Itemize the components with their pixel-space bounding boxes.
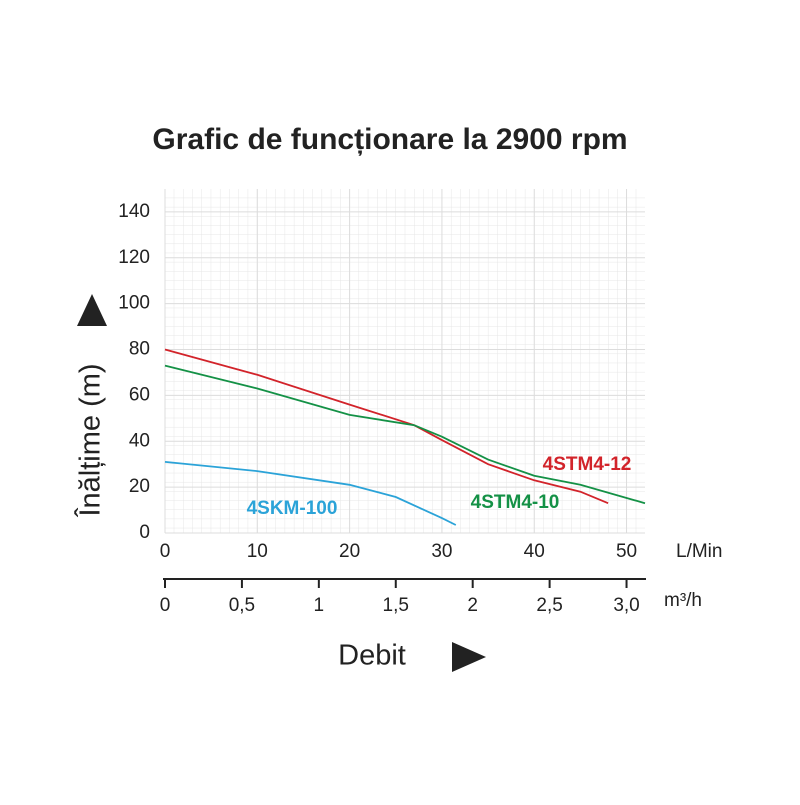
x2-tick-label: 0,5 <box>229 595 255 616</box>
y-tick-label: 0 <box>139 522 150 543</box>
x2-tick-label: 2,5 <box>536 595 562 616</box>
x-tick-label: 10 <box>247 541 268 562</box>
y-tick-label: 100 <box>118 293 150 314</box>
series-line <box>164 348 609 505</box>
y-tick-label: 20 <box>129 476 150 497</box>
x-tick-label: 50 <box>616 541 637 562</box>
chart-title: Grafic de funcționare la 2900 rpm <box>152 123 627 156</box>
x2-tick-label: 1,5 <box>383 595 409 616</box>
y-tick-label: 140 <box>118 201 150 222</box>
x2-tick-label: 2 <box>467 595 478 616</box>
x2-tick-label: 1 <box>314 595 325 616</box>
x-arrow <box>452 642 486 672</box>
x2-tick-label: 0 <box>160 595 171 616</box>
x2-unit: m³/h <box>664 590 702 611</box>
x-tick-label: 20 <box>339 541 360 562</box>
series-label: 4STM4-10 <box>471 492 560 513</box>
series-line <box>164 364 646 505</box>
y-tick-label: 120 <box>118 247 150 268</box>
x-unit: L/Min <box>676 541 722 562</box>
series-label: 4SKM-100 <box>247 498 338 519</box>
x2-tick-label: 3,0 <box>613 595 639 616</box>
y-axis-label: Înălțime (m) <box>74 363 107 517</box>
series-label: 4STM4-12 <box>543 454 632 475</box>
x-tick-label: 30 <box>431 541 452 562</box>
y-arrow <box>77 294 107 326</box>
x-tick-label: 0 <box>160 541 171 562</box>
y-tick-label: 60 <box>129 384 150 405</box>
minor-grid <box>165 189 645 533</box>
series-line <box>164 461 457 526</box>
x-axis-label: Debit <box>338 640 406 672</box>
y-tick-label: 40 <box>129 430 150 451</box>
x-tick-label: 40 <box>524 541 545 562</box>
y-tick-label: 80 <box>129 339 150 360</box>
